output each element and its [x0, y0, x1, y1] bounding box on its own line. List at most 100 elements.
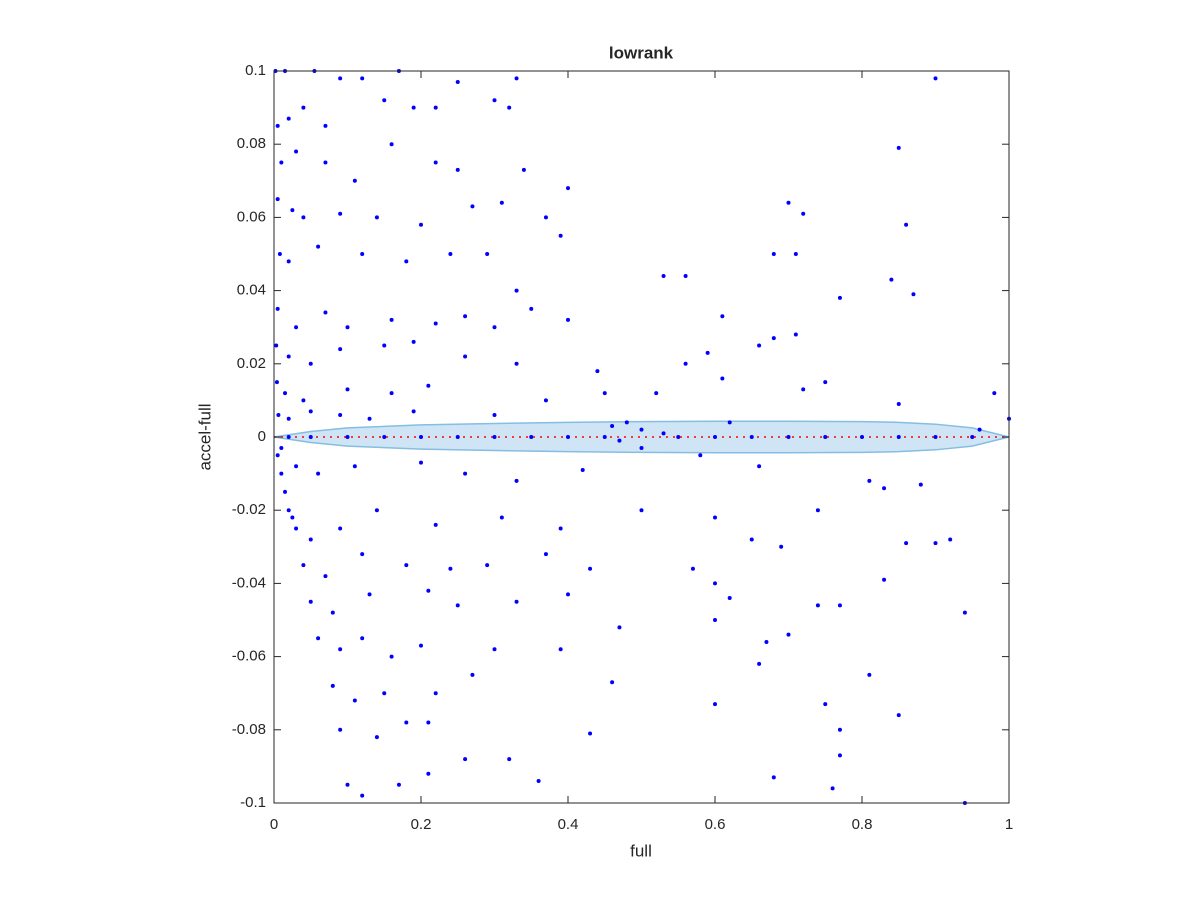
point	[455, 603, 460, 608]
point	[507, 105, 512, 110]
chart-title: lowrank	[609, 43, 674, 62]
point	[448, 566, 453, 571]
point	[279, 471, 284, 476]
point	[566, 435, 570, 439]
point	[360, 636, 365, 641]
point	[566, 317, 570, 322]
point	[683, 361, 688, 366]
y-tick-label: 0.04	[237, 282, 266, 299]
point	[815, 508, 820, 513]
point	[911, 292, 916, 297]
point	[727, 596, 732, 601]
point	[286, 354, 291, 359]
point	[514, 599, 519, 604]
x-axis-label: full	[630, 841, 652, 860]
point	[727, 420, 732, 425]
point	[411, 339, 416, 344]
point	[276, 413, 281, 418]
band-area	[274, 421, 1009, 453]
point	[705, 350, 710, 355]
point	[580, 467, 585, 472]
point	[529, 435, 534, 439]
point	[294, 526, 299, 531]
point	[419, 460, 423, 465]
point	[433, 321, 438, 326]
point	[823, 435, 828, 439]
point	[823, 380, 828, 385]
point	[426, 720, 431, 725]
point	[360, 793, 365, 798]
point	[389, 317, 394, 322]
point	[404, 563, 409, 568]
y-tick-label: -0.1	[240, 794, 266, 811]
point	[301, 563, 306, 568]
point	[323, 310, 328, 315]
point	[624, 420, 629, 425]
point	[933, 541, 938, 546]
point	[815, 603, 820, 608]
point	[463, 314, 468, 319]
point	[793, 252, 798, 256]
point	[419, 643, 423, 648]
point	[286, 508, 291, 513]
point	[514, 478, 519, 483]
band-upper-edge	[273, 420, 1010, 438]
point	[279, 160, 284, 165]
point	[352, 464, 357, 469]
point	[904, 541, 909, 546]
point	[308, 537, 313, 542]
point	[308, 361, 313, 366]
point	[338, 727, 343, 732]
point	[610, 424, 615, 429]
point	[521, 167, 526, 172]
point	[492, 98, 497, 103]
y-tick-label: 0.02	[237, 355, 266, 372]
point	[275, 123, 280, 128]
point	[345, 782, 350, 787]
point	[279, 445, 284, 450]
point	[286, 259, 291, 264]
y-tick-label: -0.08	[232, 721, 266, 738]
point	[779, 544, 784, 549]
point	[543, 215, 548, 220]
point	[283, 489, 288, 494]
point	[470, 204, 475, 209]
point	[639, 445, 644, 450]
point	[426, 771, 431, 776]
point	[286, 435, 291, 439]
point	[720, 314, 725, 319]
point	[904, 222, 909, 227]
point	[345, 435, 350, 439]
point	[970, 435, 975, 439]
point	[896, 435, 901, 439]
point	[360, 76, 365, 81]
point	[290, 515, 295, 520]
point	[837, 295, 842, 300]
point	[294, 464, 299, 469]
point	[485, 252, 490, 256]
point	[389, 654, 394, 659]
point	[330, 610, 335, 615]
point	[889, 277, 894, 282]
x-tick-label: 0.4	[558, 816, 579, 833]
point	[411, 105, 416, 110]
point	[837, 603, 842, 608]
point	[455, 167, 460, 172]
point	[566, 592, 570, 597]
point	[690, 566, 695, 571]
point	[301, 105, 306, 110]
point	[492, 647, 497, 652]
point	[771, 775, 776, 780]
y-tick-label: 0	[258, 428, 266, 445]
point	[374, 508, 379, 513]
point	[448, 252, 453, 256]
point	[492, 325, 497, 330]
point	[602, 391, 607, 396]
point	[543, 552, 548, 557]
point	[977, 427, 982, 432]
y-axis-label: accel-full	[195, 403, 214, 470]
point	[933, 435, 938, 439]
point	[801, 211, 806, 216]
point	[837, 753, 842, 758]
